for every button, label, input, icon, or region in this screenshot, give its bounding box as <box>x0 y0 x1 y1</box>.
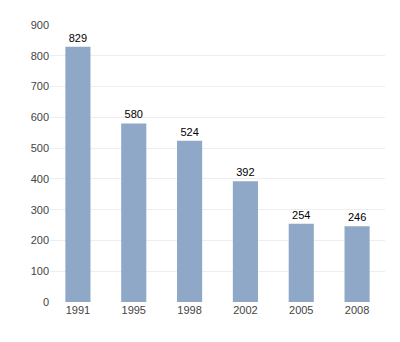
svg-text:600: 600 <box>31 111 49 123</box>
svg-text:254: 254 <box>292 209 310 221</box>
svg-text:2005: 2005 <box>289 304 313 316</box>
svg-text:1991: 1991 <box>66 304 90 316</box>
svg-text:500: 500 <box>31 142 49 154</box>
svg-text:829: 829 <box>69 32 87 44</box>
svg-text:2002: 2002 <box>233 304 257 316</box>
svg-text:800: 800 <box>31 50 49 62</box>
svg-text:524: 524 <box>180 126 198 138</box>
svg-text:246: 246 <box>348 211 366 223</box>
svg-text:100: 100 <box>31 265 49 277</box>
svg-text:200: 200 <box>31 234 49 246</box>
svg-text:0: 0 <box>43 296 49 308</box>
svg-text:900: 900 <box>31 19 49 31</box>
svg-text:580: 580 <box>125 108 143 120</box>
svg-text:2008: 2008 <box>345 304 369 316</box>
svg-text:300: 300 <box>31 204 49 216</box>
svg-text:700: 700 <box>31 80 49 92</box>
svg-text:400: 400 <box>31 173 49 185</box>
svg-text:1995: 1995 <box>122 304 146 316</box>
svg-text:392: 392 <box>236 166 254 178</box>
svg-text:1998: 1998 <box>177 304 201 316</box>
